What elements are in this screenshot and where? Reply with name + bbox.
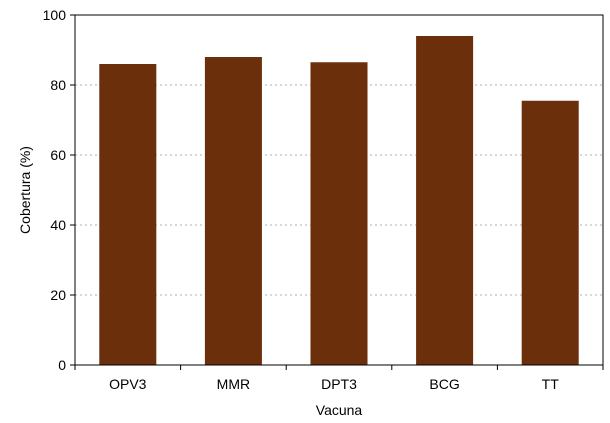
x-tick-label: OPV3 bbox=[109, 376, 147, 392]
bar-mmr bbox=[204, 57, 262, 365]
y-axis-title: Cobertura (%) bbox=[17, 146, 33, 234]
gridlines bbox=[75, 84, 603, 296]
x-tick-label: TT bbox=[542, 376, 560, 392]
y-tick-label: 100 bbox=[43, 7, 67, 23]
x-tick-label: DPT3 bbox=[321, 376, 357, 392]
y-tick-label: 20 bbox=[50, 287, 66, 303]
x-tick-label: MMR bbox=[217, 376, 250, 392]
bar-bcg bbox=[416, 36, 474, 365]
bars bbox=[99, 36, 579, 365]
y-tick-label: 60 bbox=[50, 147, 66, 163]
axes bbox=[70, 14, 604, 370]
bar-opv3 bbox=[99, 64, 157, 365]
plot-frame bbox=[74, 14, 604, 366]
bar-tt bbox=[521, 100, 579, 365]
y-tick-label: 40 bbox=[50, 217, 66, 233]
x-axis-title: Vacuna bbox=[316, 402, 363, 418]
x-tick-label: BCG bbox=[429, 376, 459, 392]
tick-labels: 0 20 40 60 80 100 OPV3 MMR DPT3 BCG TT bbox=[43, 7, 560, 392]
y-tick-label: 80 bbox=[50, 77, 66, 93]
y-tick-label: 0 bbox=[58, 357, 66, 373]
bar-dpt3 bbox=[310, 62, 368, 365]
